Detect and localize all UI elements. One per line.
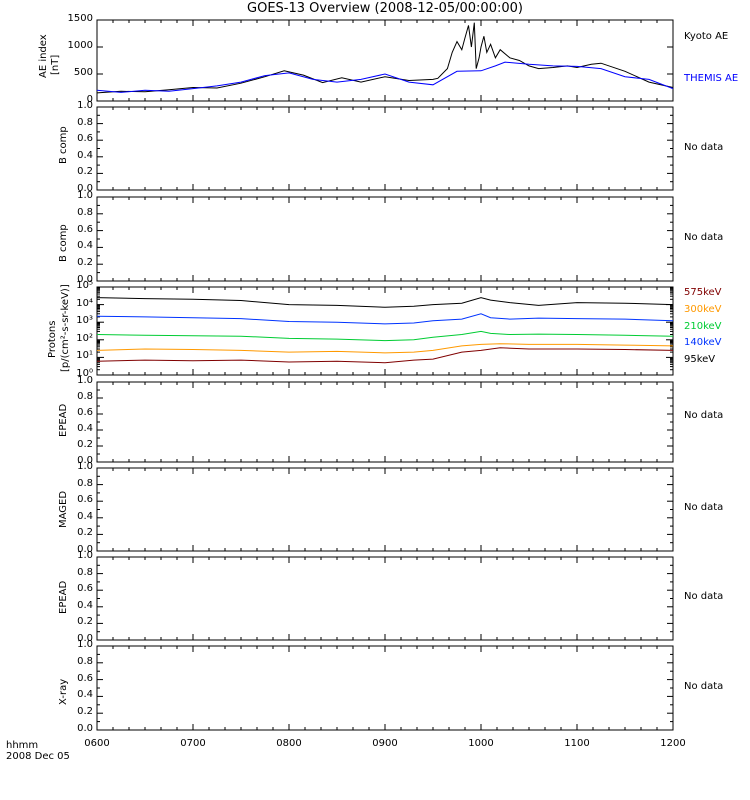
protons-series-210keV — [96, 330, 674, 342]
panel-maged-ytick-label: 0.6 — [77, 494, 93, 506]
panel-epead2-frame — [96, 556, 674, 641]
panel-b2-ytick-label: 1.0 — [77, 190, 93, 201]
panel-b1-ytick-label: 1.0 — [77, 100, 93, 111]
panel-epead2-ytick-label: 0.2 — [77, 616, 93, 628]
panel-b2-ytick-label: 0.2 — [77, 257, 93, 269]
legend-protons-300keV: 300keV — [684, 304, 722, 315]
panel-epead2-ytick-label: 0.4 — [77, 599, 93, 611]
panel-epead1-frame — [96, 381, 674, 463]
ae-ytick-label: 1000 — [67, 40, 93, 51]
ae-series-kyoto — [96, 22, 674, 94]
legend-kyoto-ae: Kyoto AE — [684, 31, 729, 42]
ae-series-themis — [96, 61, 674, 93]
panel-b1-ylabel: B comp — [58, 126, 69, 164]
panel-epead2-ytick-label: 1.0 — [77, 550, 93, 561]
panel-epead1-no-data: No data — [684, 410, 724, 421]
panel-b2-no-data: No data — [684, 232, 724, 243]
protons-series-300keV — [96, 343, 674, 354]
panel-b1-ytick-label: 0.6 — [77, 133, 93, 145]
x-tick-label: 0800 — [276, 738, 302, 749]
panel-epead1-ytick-label: 0.8 — [77, 391, 93, 402]
x-tick-label: 0700 — [180, 738, 206, 749]
panel-xray-ytick-label: 1.0 — [77, 639, 93, 650]
panel-xray-ytick-label: 0.0 — [77, 723, 93, 734]
panel-epead2-no-data: No data — [684, 591, 724, 602]
legend-protons-210keV: 210keV — [684, 321, 722, 332]
panel-maged-ytick-label: 0.8 — [77, 477, 93, 489]
panel-maged-no-data: No data — [684, 502, 724, 513]
legend-themis-ae: THEMIS AE — [684, 73, 739, 84]
panel-epead2-ytick-label: 0.8 — [77, 566, 93, 578]
panel-b2-frame — [96, 196, 674, 282]
protons-ytick-label: 10¹ — [76, 350, 93, 362]
panel-maged-ytick-label: 0.0 — [77, 544, 93, 555]
panel-b1-ytick-label: 0.0 — [77, 183, 93, 194]
panel-epead1-ytick-label: 0.0 — [77, 455, 93, 466]
panel-epead1-ytick-label: 1.0 — [77, 375, 93, 386]
panel-b1-no-data: No data — [684, 142, 724, 153]
protons-series-575keV — [96, 347, 674, 364]
protons-series-140keV — [96, 313, 674, 325]
panel-b1-ytick-label: 0.8 — [77, 116, 93, 128]
panel-maged-ylabel: MAGED — [58, 490, 69, 528]
panel-b2-ytick-label: 0.4 — [77, 240, 93, 252]
protons-ytick-label: 10⁵ — [76, 280, 93, 291]
panel-epead2-ylabel: EPEAD — [58, 580, 69, 614]
ae-ylabel-unit: [nT] — [50, 54, 61, 75]
protons-ylabel-unit: [p/(cm²-s-sr-keV)] — [60, 284, 71, 372]
ae-ytick-label: 1500 — [67, 13, 93, 24]
protons-ylabel: Protons — [47, 320, 58, 358]
panel-xray-no-data: No data — [684, 681, 724, 692]
x-tick-label: 0900 — [372, 738, 398, 749]
x-tick-label: 1200 — [660, 738, 686, 749]
panel-b1-ytick-label: 0.2 — [77, 166, 93, 178]
panel-maged-ytick-label: 0.2 — [77, 527, 93, 539]
legend-protons-575keV: 575keV — [684, 287, 722, 298]
ae-ylabel: AE index — [38, 34, 49, 78]
x-tick-label: 0600 — [84, 738, 110, 749]
ae-ytick-label: 0 — [86, 94, 93, 105]
panel-xray-ytick-label: 0.2 — [77, 706, 93, 718]
panel-b1-ytick-label: 0.4 — [77, 149, 93, 161]
panel-xray-ytick-label: 0.8 — [77, 655, 93, 667]
x-tick-label: 1100 — [564, 738, 590, 749]
panel-b2-ytick-label: 0.8 — [77, 206, 93, 218]
protons-ytick-label: 10² — [76, 332, 93, 344]
panel-epead1-ytick-label: 0.6 — [77, 407, 93, 418]
chart-title: GOES-13 Overview (2008-12-05/00:00:00) — [247, 1, 523, 16]
panel-b1-frame — [96, 106, 674, 191]
panel-maged-ytick-label: 0.4 — [77, 510, 93, 522]
protons-ytick-label: 10⁰ — [76, 368, 93, 379]
legend-protons-95keV: 95keV — [684, 354, 716, 365]
panel-xray-ylabel: X-ray — [58, 678, 69, 705]
protons-series-95keV — [96, 297, 674, 308]
panel-xray-ytick-label: 0.6 — [77, 672, 93, 684]
legend-protons-140keV: 140keV — [684, 337, 722, 348]
protons-ytick-label: 10⁴ — [76, 297, 93, 309]
panel-b2-ytick-label: 0.6 — [77, 223, 93, 235]
panel-epead1-ytick-label: 0.4 — [77, 423, 93, 434]
protons-ytick-label: 10³ — [76, 315, 93, 327]
panel-maged-ytick-label: 1.0 — [77, 461, 93, 472]
panel-epead2-ytick-label: 0.0 — [77, 633, 93, 644]
panel-b2-ytick-label: 0.0 — [77, 274, 93, 285]
panel-xray-frame — [96, 645, 674, 731]
x-tick-label: 1000 — [468, 738, 494, 749]
footer-unit-label: hhmm — [6, 740, 39, 751]
footer-date-label: 2008 Dec 05 — [6, 751, 70, 762]
panel-xray-ytick-label: 0.4 — [77, 689, 93, 701]
ae-ytick-label: 500 — [73, 67, 93, 78]
panel-epead1-ytick-label: 0.2 — [77, 439, 93, 450]
protons-panel-frame — [96, 286, 674, 376]
panel-b2-ylabel: B comp — [58, 224, 69, 262]
panel-maged-frame — [96, 467, 674, 552]
panel-epead1-ylabel: EPEAD — [58, 403, 69, 437]
panel-epead2-ytick-label: 0.6 — [77, 583, 93, 595]
